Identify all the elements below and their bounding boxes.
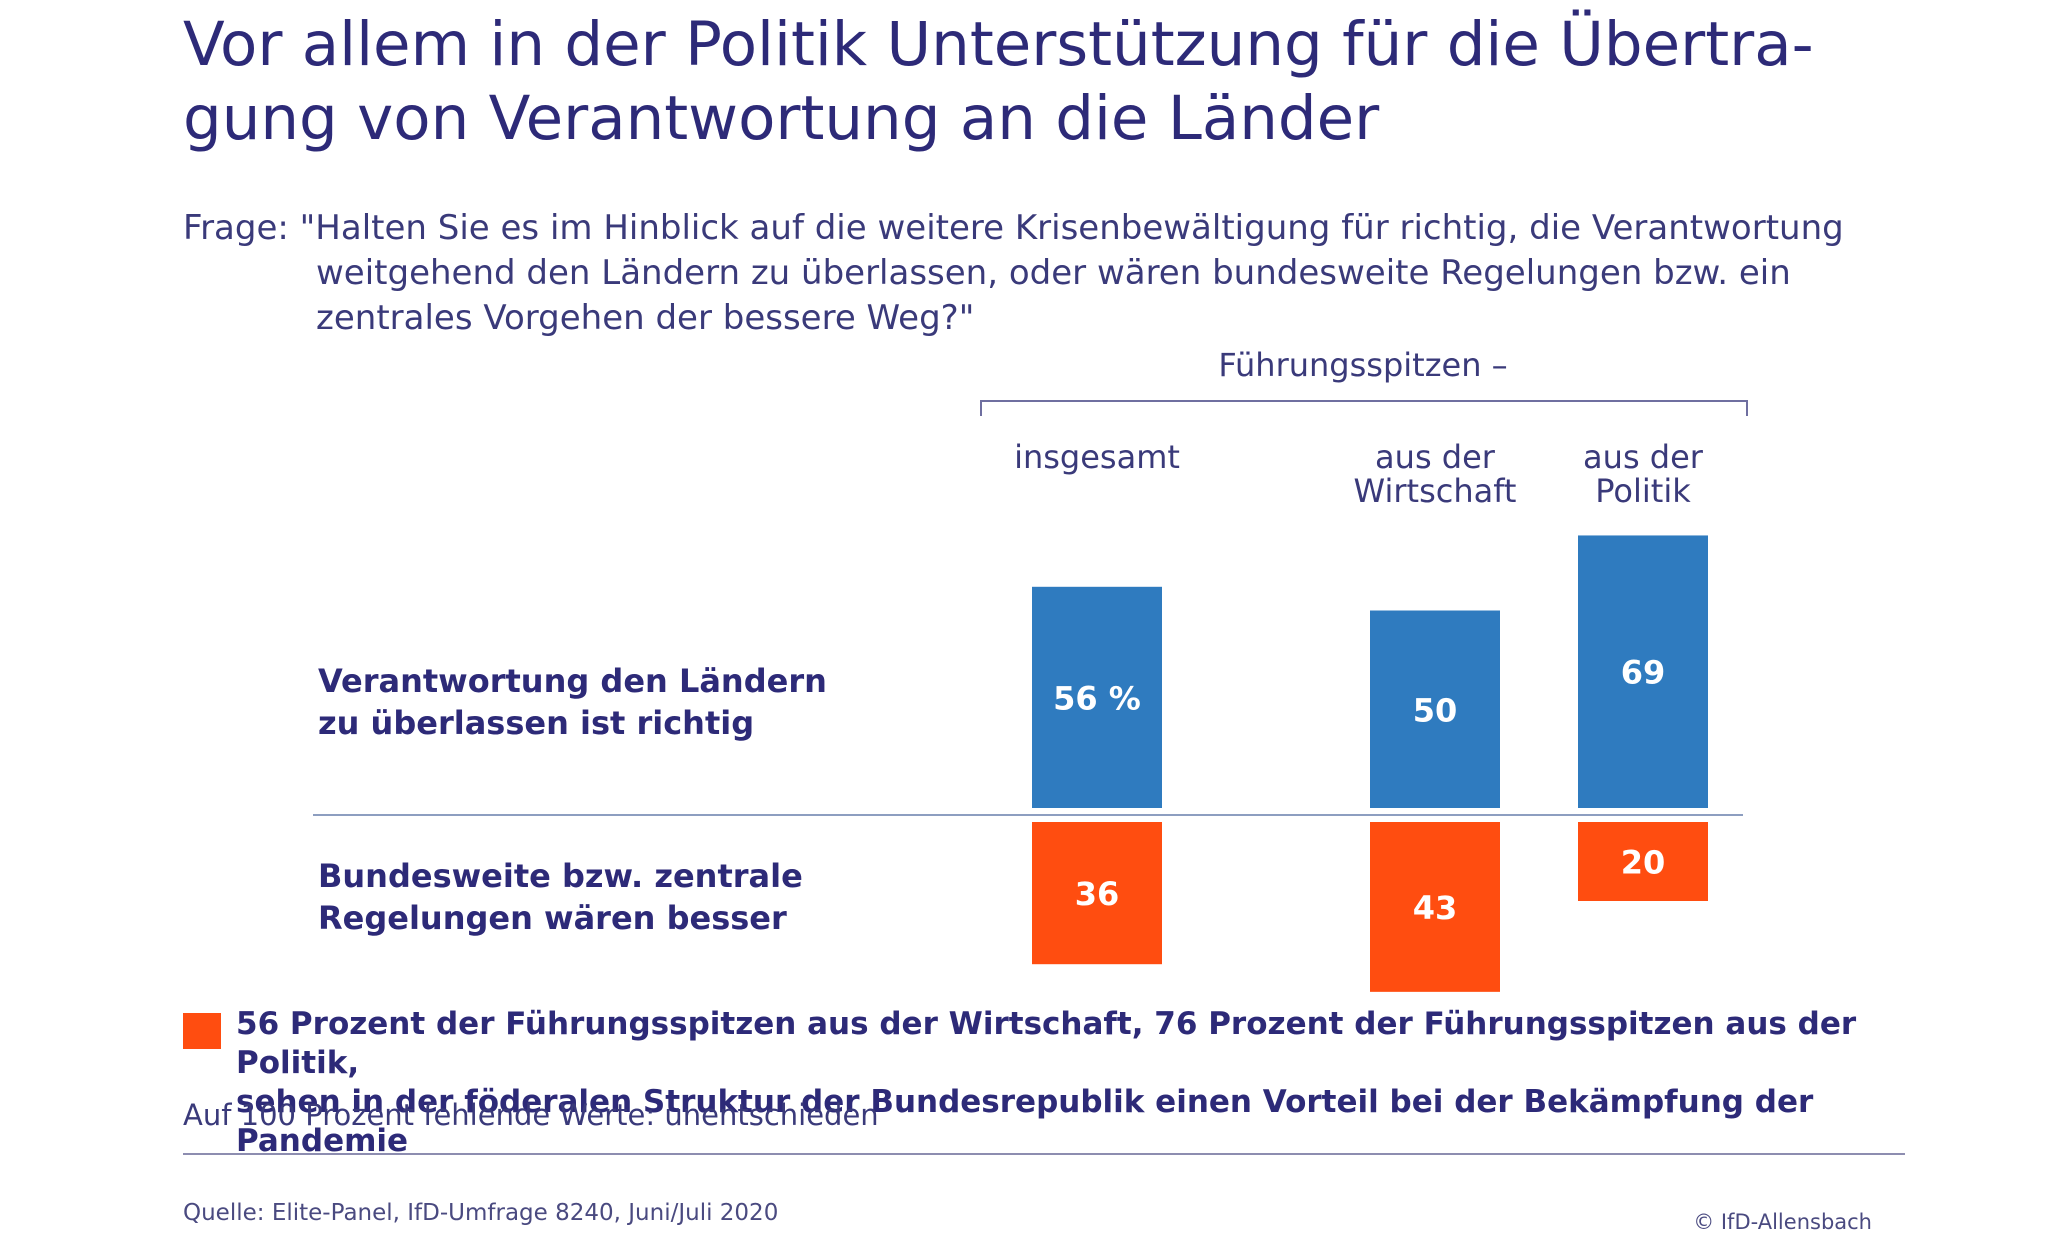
group-header: Führungsspitzen –	[1218, 346, 1508, 384]
category-label-1-line-0: aus der	[1375, 438, 1495, 476]
category-label-0: insgesamt	[977, 440, 1217, 474]
series-label-0: Verantwortung den Ländern zu überlassen …	[318, 660, 827, 744]
bar-1-2	[1578, 822, 1708, 901]
series-label-0-line-0: Verantwortung den Ländern	[318, 662, 827, 700]
question-lead: Frage:	[183, 208, 289, 248]
data-label-0-2: 69	[1621, 654, 1666, 692]
legend-note: 56 Prozent der Führungsspitzen aus der W…	[236, 1005, 1956, 1161]
series-label-1-line-0: Bundesweite bzw. zentrale	[318, 857, 803, 895]
bar-0-1	[1370, 610, 1500, 808]
chart-title: Vor allem in der Politik Unterstützung f…	[183, 8, 1883, 156]
legend-swatch	[183, 1013, 221, 1049]
question-line-1-text: "Halten Sie es im Hinblick auf die weite…	[299, 208, 1844, 248]
category-label-1-line-1: Wirtschaft	[1353, 472, 1517, 510]
footer-divider	[183, 1153, 1905, 1155]
category-label-2-line-0: aus der	[1583, 438, 1703, 476]
data-label-1-2: 20	[1621, 844, 1666, 882]
question-line-2: weitgehend den Ländern zu überlassen, od…	[316, 253, 1791, 293]
source-note: Quelle: Elite-Panel, IfD-Umfrage 8240, J…	[183, 1200, 779, 1226]
data-label-0-1: 50	[1413, 691, 1458, 729]
bar-0-0	[1032, 586, 1162, 808]
footnote: Auf 100 Prozent fehlende Werte: unentsch…	[183, 1098, 879, 1132]
copyright: © IfD-Allensbach	[1693, 1210, 1872, 1234]
data-label-0-0: 56 %	[1053, 679, 1141, 717]
question-line-1: Frage: "Halten Sie es im Hinblick auf di…	[183, 206, 1943, 251]
question-line-3: zentrales Vorgehen der bessere Weg?"	[316, 298, 975, 338]
group-bracket	[980, 400, 1748, 416]
chart-title-text: Vor allem in der Politik Unterstützung f…	[183, 9, 1814, 154]
series-label-1: Bundesweite bzw. zentrale Regelungen wär…	[318, 855, 803, 939]
category-label-0-line-0: insgesamt	[1014, 438, 1180, 476]
category-label-2: aus der Politik	[1523, 440, 1763, 508]
bar-1-1	[1370, 822, 1500, 992]
data-label-1-1: 43	[1413, 889, 1458, 927]
data-label-1-0: 36	[1075, 875, 1120, 913]
survey-question: Frage: "Halten Sie es im Hinblick auf di…	[183, 206, 1943, 341]
bar-0-2	[1578, 535, 1708, 808]
bar-1-0	[1032, 822, 1162, 965]
category-label-1: aus der Wirtschaft	[1315, 440, 1555, 508]
legend-note-line-1: 56 Prozent der Führungsspitzen aus der W…	[236, 1006, 1857, 1081]
series-label-0-line-1: zu überlassen ist richtig	[318, 704, 755, 742]
series-label-1-line-1: Regelungen wären besser	[318, 899, 787, 937]
category-label-2-line-1: Politik	[1595, 472, 1691, 510]
